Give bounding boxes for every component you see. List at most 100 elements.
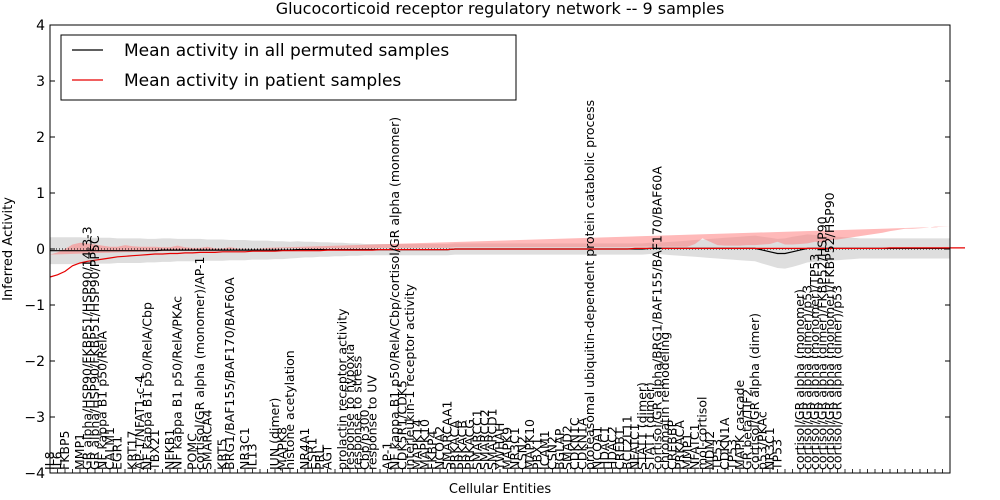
entity-label: HDAC1 bbox=[597, 426, 612, 470]
entity-label: cortisol/GR alpha (monomer) bbox=[792, 289, 807, 470]
series-lines bbox=[49, 247, 965, 278]
x-axis-label: Cellular Entities bbox=[449, 482, 551, 497]
entity-label: GR beta/TIF2 bbox=[740, 389, 755, 470]
entity-label: GR alpha/HSP90/FKBP51/HSP90/PP5C bbox=[87, 235, 102, 470]
entity-label: EGR1 bbox=[110, 436, 125, 470]
entity-label: BCL2L11 bbox=[620, 415, 635, 470]
entity-label: NFKB1 bbox=[162, 429, 177, 470]
y-tick-label: −3 bbox=[24, 410, 45, 426]
series-bands bbox=[50, 226, 950, 269]
entity-label: CSN2 bbox=[515, 436, 530, 470]
entity-label: IL6 bbox=[50, 451, 65, 470]
entity-label: PRKACG bbox=[462, 419, 477, 470]
entity-label: HDAC2 bbox=[605, 426, 620, 470]
y-tick-label: −4 bbox=[24, 466, 45, 482]
entity-label: PRL bbox=[312, 447, 327, 470]
entity-label: KRT17 bbox=[125, 430, 140, 470]
entity-label: AP-1 bbox=[380, 442, 395, 470]
entity-label: cortisol/GR alpha (dimer)/p53 bbox=[800, 285, 815, 470]
chart-title: Glucocorticoid receptor regulatory netwo… bbox=[276, 0, 725, 18]
entity-label: GR alpha/HSP90/FKBP51/HSP90/14-3-3 bbox=[80, 226, 95, 470]
entity-label: cortisol/GR alpha (monomer)/TP53 bbox=[807, 254, 822, 470]
entity-label: cortisol/GR alpha (monomer)/AP-1 bbox=[192, 257, 207, 471]
entity-label: MAPK14 bbox=[410, 419, 425, 470]
entity-label: CDKN1C bbox=[567, 417, 582, 470]
entity-label: YWHAH bbox=[492, 423, 507, 471]
entity-label: JUN (dimer) bbox=[267, 398, 282, 471]
entity-label: SMAD2 bbox=[560, 425, 575, 470]
entity-label: MAPK10 bbox=[417, 419, 432, 470]
entity-label: MAPK cascade bbox=[732, 379, 747, 470]
entity-label: NFATC1 bbox=[627, 423, 642, 470]
entity-label: POMC bbox=[185, 433, 200, 470]
entity-label: response to UV bbox=[365, 375, 380, 470]
entity-label: MMP1 bbox=[680, 433, 695, 470]
entity-label: cortisol/GR alpha (monomer)/FKBP52/HSP90 bbox=[822, 192, 837, 470]
entity-label: TBX21 bbox=[147, 429, 162, 471]
entity-label: STAT1 (dimer) bbox=[642, 382, 657, 470]
entity-label: MDM2 bbox=[702, 431, 717, 470]
patient-band bbox=[50, 226, 950, 255]
entity-label: FKBP4 bbox=[425, 430, 440, 470]
entity-label: NF kappa B1 p50/RelA/Cbp/cortisol/GR alp… bbox=[387, 117, 402, 470]
entity-label: CREBBP bbox=[665, 420, 680, 470]
entity-label: NF kappa B1 p50/RelA/PKAc bbox=[170, 296, 185, 470]
entity-label: NFATC1 bbox=[687, 423, 702, 470]
entity-label: Cbp/p300 bbox=[357, 409, 372, 470]
entity-label: SMARCC2 bbox=[477, 409, 492, 470]
entity-label: prolactin receptor activity bbox=[335, 308, 350, 470]
entity-label: histone acetylation bbox=[282, 350, 297, 470]
entity-label: proteasomal ubiquitin-dependent protein … bbox=[582, 100, 597, 470]
entity-label: AP-1/NFAT1-c-4 bbox=[132, 375, 147, 470]
entity-label: CALM1 bbox=[102, 427, 117, 470]
entity-label: NR3C1 bbox=[762, 427, 777, 470]
y-axis-ticks: −4 −3 −2 −1 0 1 2 3 4 bbox=[24, 18, 951, 482]
entity-label: MAPK10 bbox=[522, 419, 537, 470]
entity-label: TP53 bbox=[710, 439, 725, 471]
entity-label: SMARCA4 bbox=[200, 409, 215, 470]
entity-label: NCOA1 bbox=[590, 426, 605, 470]
entity-label: KRT5 bbox=[215, 438, 230, 470]
entity-label: cortisol/GR alpha (dimer) bbox=[747, 313, 762, 470]
entity-label: mol-cortisol bbox=[695, 397, 710, 470]
entity-label: MAPK8 bbox=[275, 427, 290, 470]
entity-label: response to hypoxia bbox=[342, 344, 357, 470]
entity-label: BRG1/BAF155/BAF170/BAF60A bbox=[222, 277, 237, 470]
entity-label: NR3C1 bbox=[507, 427, 522, 470]
entity-label: chromatin remodeling bbox=[657, 332, 672, 470]
y-tick-label: 0 bbox=[36, 242, 45, 258]
legend-label-permuted: Mean activity in all permuted samples bbox=[124, 41, 449, 61]
entity-label: CDKN1A bbox=[717, 417, 732, 470]
entity-label: CREB1 bbox=[612, 428, 627, 470]
entity-label: interleukin-1 receptor activity bbox=[402, 283, 417, 470]
y-tick-label: −2 bbox=[24, 354, 45, 370]
y-tick-label: 4 bbox=[36, 18, 45, 34]
entity-label: NF kappa B1 p50/RelA/Cbp bbox=[140, 302, 155, 470]
entity-label: cortisol/GR alpha (dimer)/p53 bbox=[830, 285, 845, 470]
entity-label: PRKACB bbox=[455, 420, 470, 470]
legend-label-patient: Mean activity in patient samples bbox=[124, 71, 401, 91]
y-tick-label: 1 bbox=[36, 186, 45, 202]
entity-label: cortisol/GR alpha (dimer)/FKBP52/HSP90 bbox=[815, 216, 830, 470]
patient-mean-line bbox=[49, 247, 965, 278]
y-tick-label: 3 bbox=[36, 74, 45, 90]
entity-label: FKBP5 bbox=[57, 431, 72, 470]
entity-label: NR4A1 bbox=[297, 428, 312, 471]
entity-label: response to stress bbox=[350, 356, 365, 470]
entity-label: cortisol/GR alpha/BRG1/BAF155/BAF170/BAF… bbox=[650, 166, 665, 470]
y-tick-label: 2 bbox=[36, 130, 45, 146]
entity-label: PRKACA bbox=[447, 420, 462, 470]
y-tick-label: −1 bbox=[24, 298, 45, 314]
entity-label: p53/PKAc bbox=[755, 411, 770, 470]
entity-label: MAPK9 bbox=[500, 427, 515, 470]
entity-label: MMP1 bbox=[72, 433, 87, 470]
entity-label: CDK5R1/CDK5 bbox=[395, 380, 410, 470]
entity-label: CDKN1A bbox=[575, 417, 590, 470]
entity-label: NF kappa B1 p50/RelA bbox=[95, 330, 110, 470]
entity-label: CSN2 bbox=[545, 436, 560, 470]
entity-label: STAT1 (dimer) bbox=[635, 382, 650, 470]
entity-label: SMARCD1 bbox=[485, 408, 500, 470]
entity-label: TP53 bbox=[725, 439, 740, 471]
entity-label: NR3C1 bbox=[237, 427, 252, 470]
